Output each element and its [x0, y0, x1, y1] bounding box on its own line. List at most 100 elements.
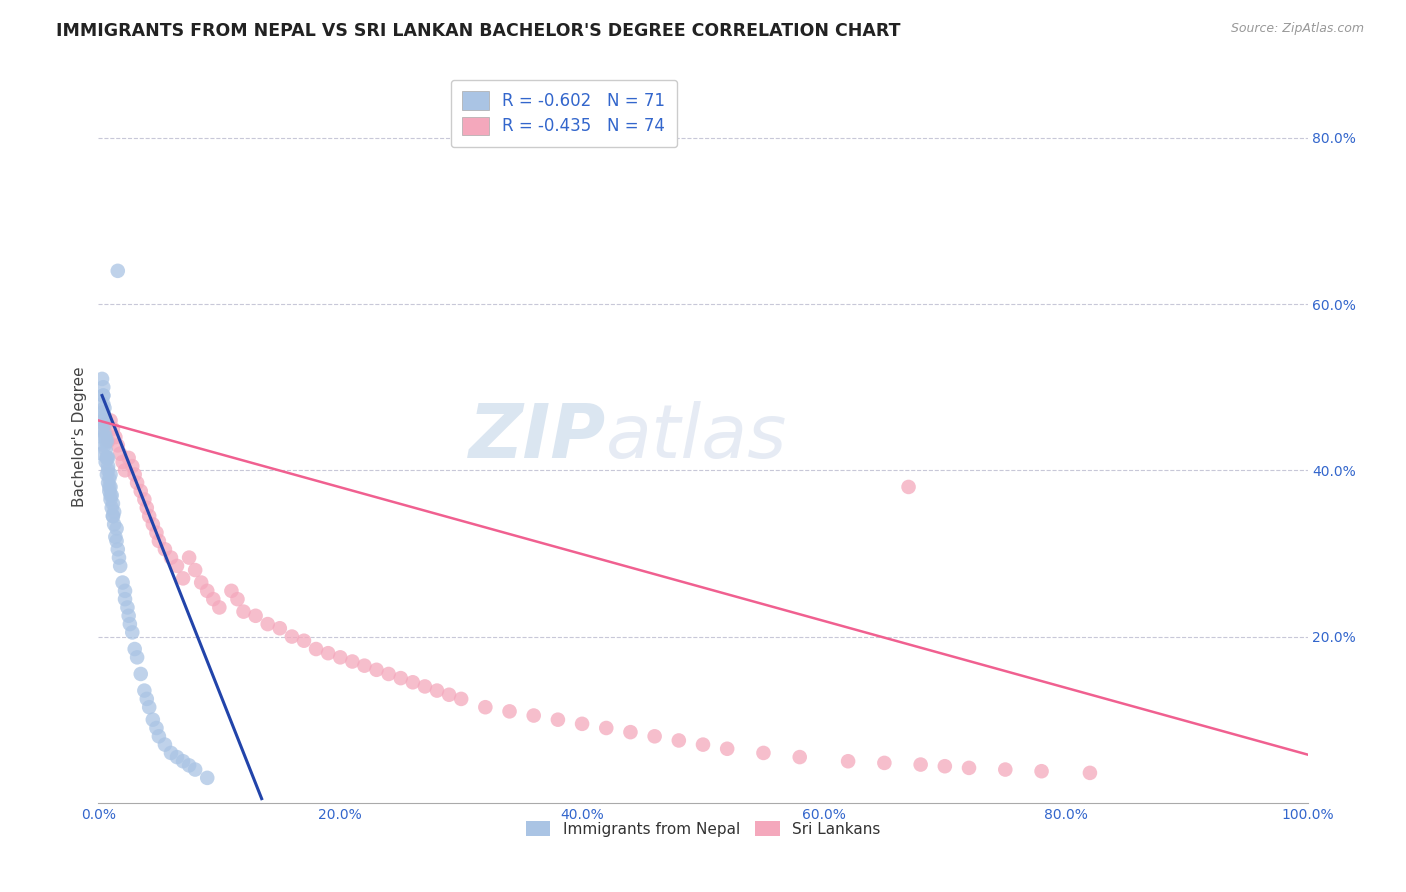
Point [329, 650, 352, 665]
Point [166, 558, 188, 573]
Point [195, 771, 218, 785]
Point [91, 388, 114, 402]
Point [97, 459, 120, 474]
Point [184, 563, 207, 577]
Point [98, 472, 121, 486]
Point [342, 655, 364, 669]
Point [153, 738, 176, 752]
Y-axis label: Bachelor's Degree: Bachelor's Degree [72, 367, 87, 508]
Point [129, 484, 152, 499]
Point [100, 488, 122, 502]
Point [118, 617, 141, 632]
Point [134, 492, 156, 507]
Point [221, 583, 243, 598]
Point [100, 492, 122, 507]
Point [124, 642, 146, 657]
Point [619, 725, 641, 739]
Point [1031, 764, 1053, 779]
Point [93, 425, 115, 440]
Point [91, 388, 114, 402]
Point [94, 455, 117, 469]
Point [305, 642, 328, 657]
Point [103, 505, 125, 519]
Point [413, 680, 436, 694]
Point [450, 692, 472, 706]
Point [190, 575, 212, 590]
Point [127, 475, 149, 490]
Point [114, 592, 136, 607]
Point [107, 438, 129, 452]
Point [437, 688, 460, 702]
Point [94, 425, 117, 440]
Point [100, 467, 122, 482]
Point [142, 517, 165, 532]
Point [644, 729, 666, 743]
Point [91, 372, 114, 386]
Point [474, 700, 496, 714]
Point [91, 397, 114, 411]
Point [91, 413, 114, 427]
Point [91, 447, 114, 461]
Point [595, 721, 617, 735]
Point [179, 758, 201, 772]
Point [100, 413, 122, 427]
Point [93, 438, 115, 452]
Point [366, 663, 388, 677]
Point [94, 434, 117, 449]
Text: IMMIGRANTS FROM NEPAL VS SRI LANKAN BACHELOR'S DEGREE CORRELATION CHART: IMMIGRANTS FROM NEPAL VS SRI LANKAN BACH… [56, 22, 901, 40]
Point [256, 617, 278, 632]
Point [789, 750, 811, 764]
Point [97, 475, 120, 490]
Point [316, 646, 339, 660]
Point [104, 530, 127, 544]
Point [127, 650, 149, 665]
Point [232, 605, 254, 619]
Point [547, 713, 569, 727]
Text: Source: ZipAtlas.com: Source: ZipAtlas.com [1230, 22, 1364, 36]
Point [96, 450, 118, 465]
Point [402, 675, 425, 690]
Point [160, 746, 183, 760]
Point [101, 509, 124, 524]
Point [142, 713, 165, 727]
Point [153, 542, 176, 557]
Legend: Immigrants from Nepal, Sri Lankans: Immigrants from Nepal, Sri Lankans [520, 815, 886, 843]
Point [873, 756, 896, 770]
Point [91, 405, 114, 419]
Point [269, 621, 291, 635]
Point [96, 450, 118, 465]
Point [117, 600, 139, 615]
Point [910, 757, 932, 772]
Point [96, 467, 118, 482]
Point [145, 721, 167, 735]
Point [114, 463, 136, 477]
Point [668, 733, 690, 747]
Point [245, 608, 267, 623]
Point [114, 583, 136, 598]
Point [98, 484, 121, 499]
Point [160, 550, 183, 565]
Point [104, 430, 127, 444]
Point [101, 509, 124, 524]
Point [202, 592, 225, 607]
Point [100, 480, 122, 494]
Point [692, 738, 714, 752]
Point [97, 434, 120, 449]
Point [994, 763, 1017, 777]
Point [716, 741, 738, 756]
Point [93, 430, 115, 444]
Point [111, 575, 134, 590]
Point [108, 550, 131, 565]
Point [105, 521, 128, 535]
Point [426, 683, 449, 698]
Point [121, 625, 143, 640]
Point [100, 500, 122, 515]
Point [100, 488, 122, 502]
Point [93, 417, 115, 432]
Point [129, 667, 152, 681]
Point [97, 450, 120, 465]
Point [91, 380, 114, 394]
Point [101, 422, 124, 436]
Point [195, 583, 218, 598]
Point [1078, 765, 1101, 780]
